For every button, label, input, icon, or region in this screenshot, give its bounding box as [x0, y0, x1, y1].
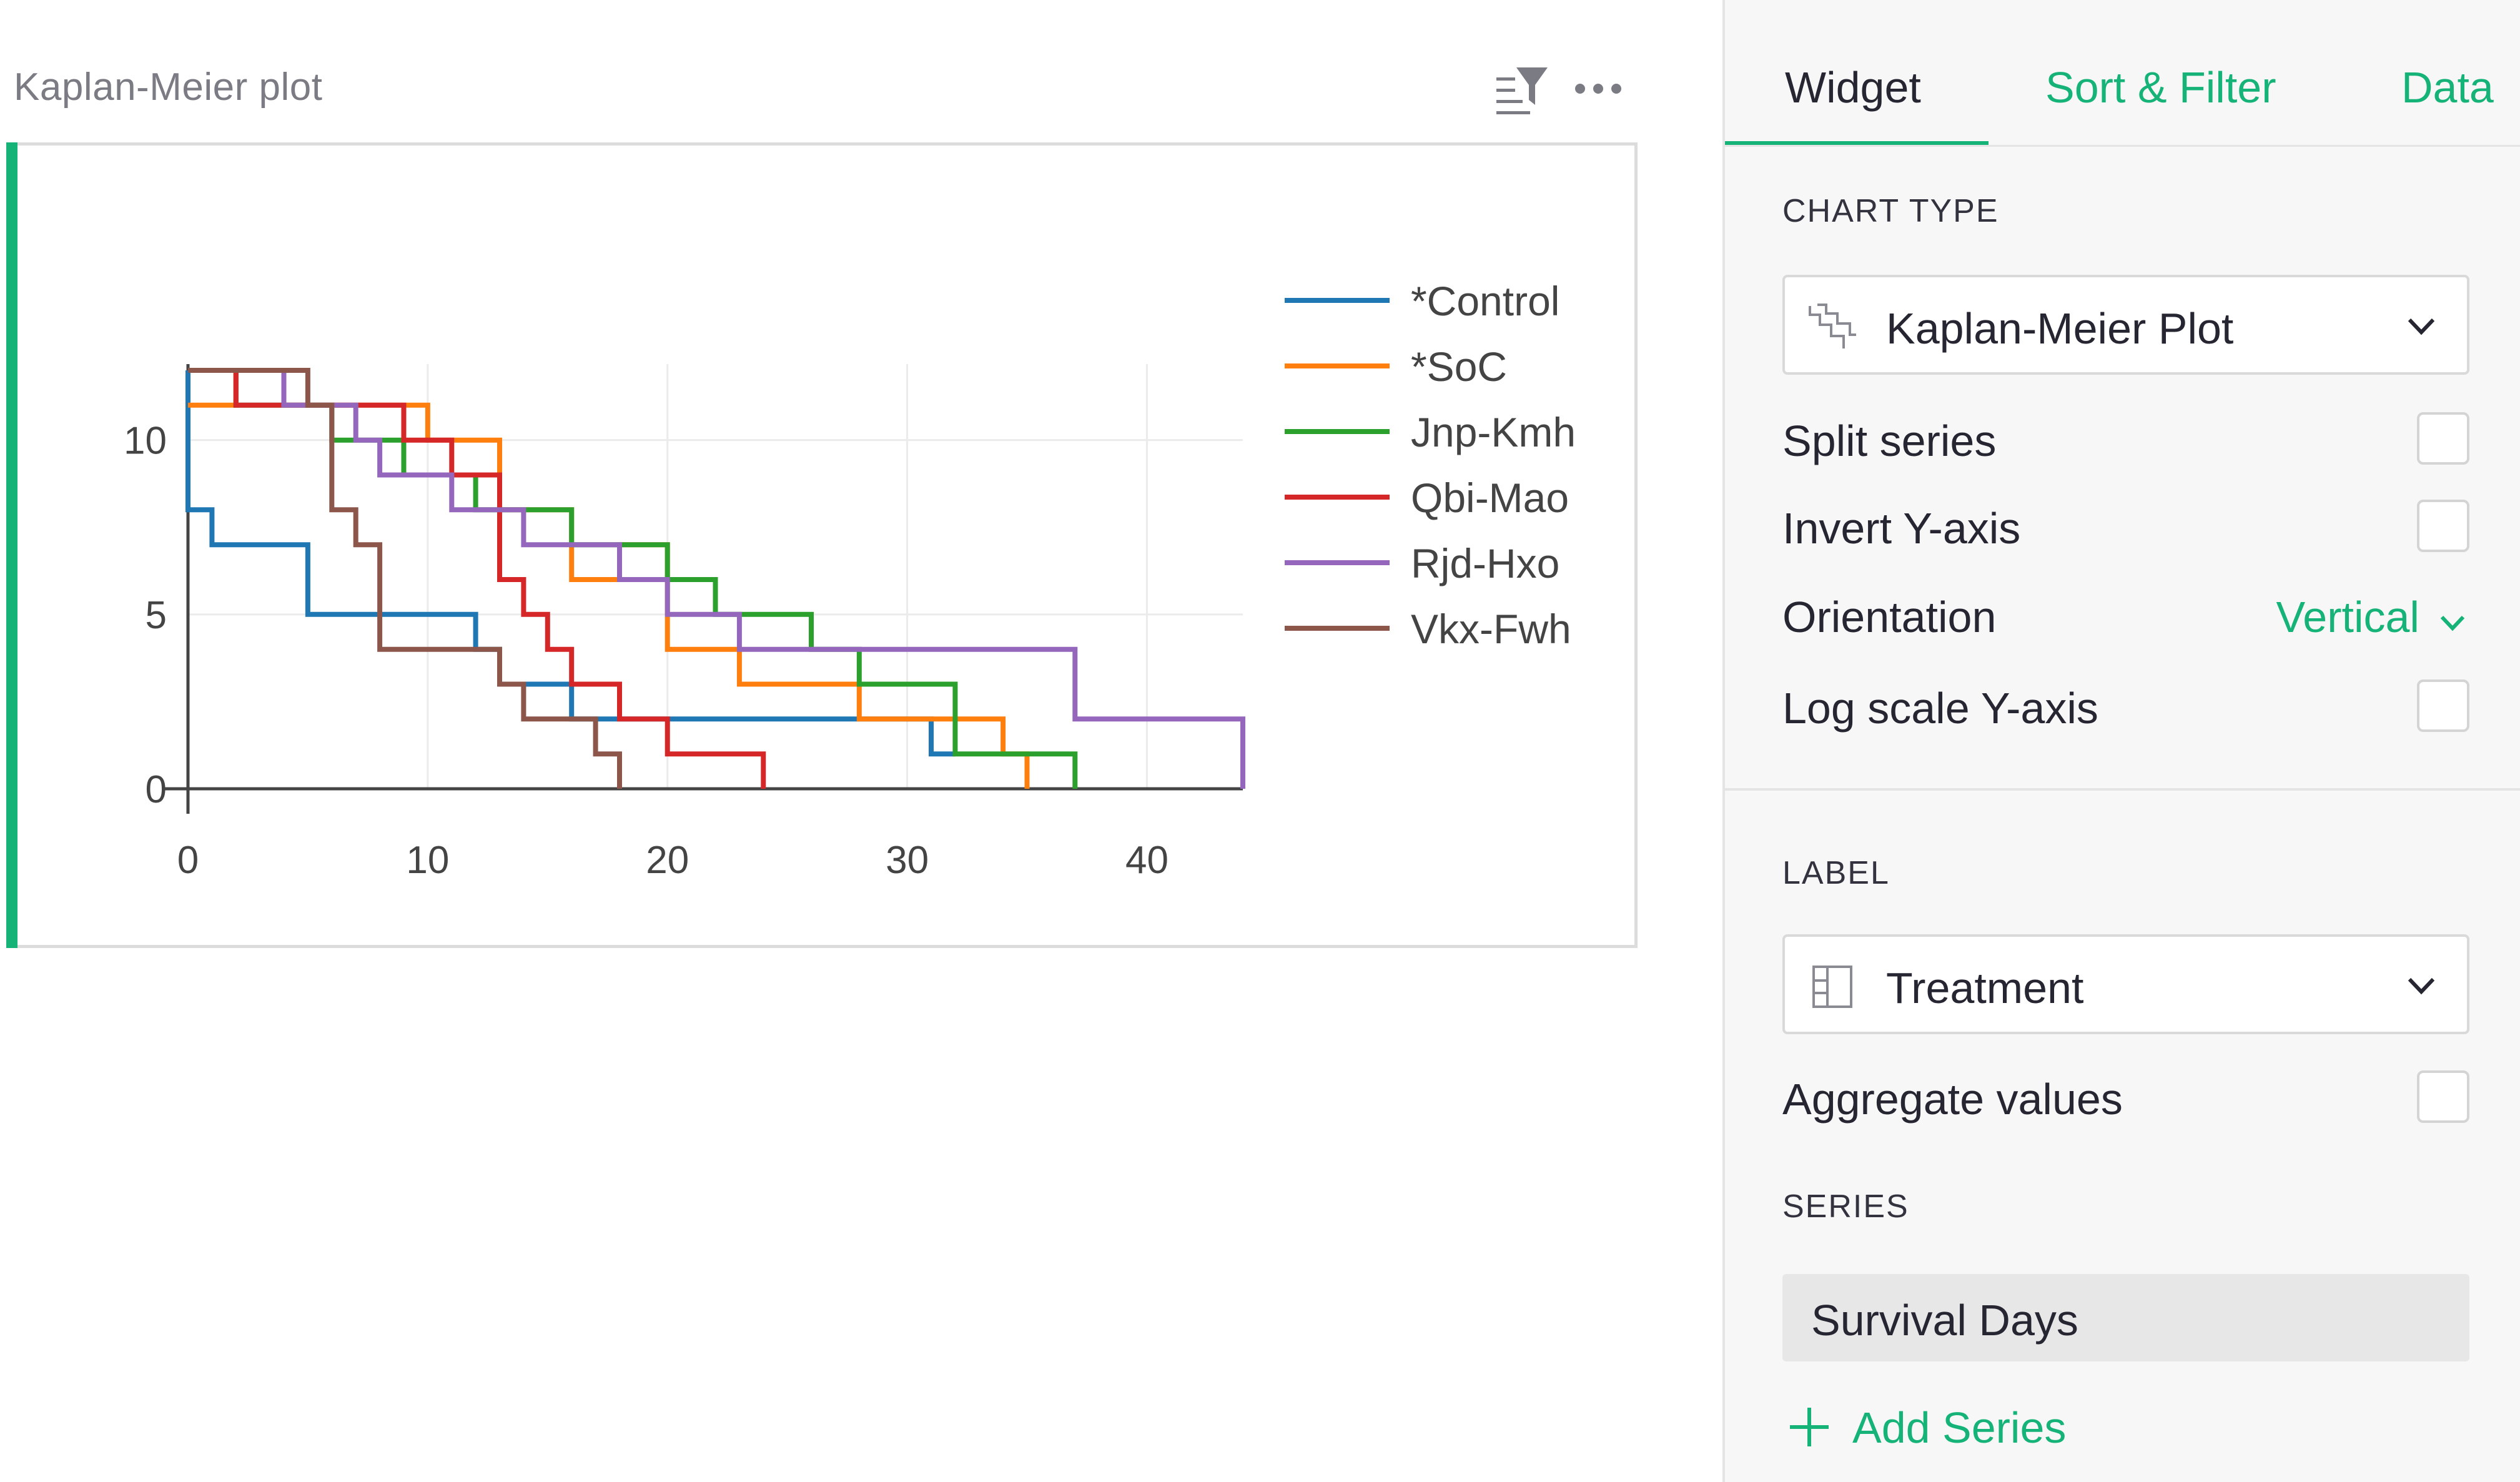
log-scale-checkbox[interactable] — [2417, 679, 2469, 732]
x-tick-label: 10 — [406, 839, 449, 882]
chart-type-select[interactable]: Kaplan-Meier Plot — [1782, 275, 2469, 375]
series-line-vkx-fwh — [188, 368, 622, 789]
orientation-label: Orientation — [1782, 593, 1997, 641]
chart-type-value: Kaplan-Meier Plot — [1886, 304, 2234, 353]
split-series-label: Split series — [1782, 417, 1997, 465]
orientation-row: Orientation Vertical — [1782, 583, 2469, 646]
x-tick-label: 20 — [646, 839, 689, 882]
aggregate-values-row: Aggregate values — [1782, 1065, 2469, 1128]
invert-y-checkbox[interactable] — [2417, 500, 2469, 552]
chevron-down-icon[interactable] — [2438, 612, 2467, 635]
y-tick-label: 0 — [146, 768, 167, 811]
x-tick-label: 0 — [177, 839, 199, 882]
aggregate-values-label: Aggregate values — [1782, 1075, 2123, 1124]
kaplan-meier-chart: 0 10 20 30 40 0 5 10 *Control *SoC Jnp-Kmh Qbi-Mao… — [124, 278, 1576, 882]
legend-label: Vkx-Fwh — [1411, 606, 1571, 652]
active-tab-indicator — [1725, 141, 1989, 145]
more-horizontal-icon[interactable] — [1570, 64, 1626, 114]
invert-y-label: Invert Y-axis — [1782, 504, 2021, 553]
chart-grid — [188, 364, 1243, 789]
legend-label: *Control — [1411, 278, 1559, 324]
chart-series — [185, 368, 1245, 789]
kaplan-meier-icon — [1809, 304, 1856, 348]
y-tick-label: 10 — [124, 420, 167, 463]
tab-widget[interactable]: Widget — [1785, 63, 1921, 112]
invert-y-row: Invert Y-axis — [1782, 495, 2469, 557]
legend-label: *SoC — [1411, 343, 1507, 390]
chevron-down-icon — [2408, 977, 2435, 995]
split-series-row: Split series — [1782, 407, 2469, 470]
series-line-rjd-hxo — [188, 368, 1245, 789]
orientation-select[interactable]: Vertical — [2276, 593, 2419, 641]
series-section-label: SERIES — [1782, 1188, 1909, 1225]
x-tick-label: 30 — [886, 839, 929, 882]
split-series-checkbox[interactable] — [2417, 412, 2469, 465]
active-widget-indicator — [6, 142, 17, 948]
chart-tick-labels: 0 10 20 30 40 0 5 10 — [124, 420, 1169, 882]
sort-filter-icon[interactable] — [1494, 61, 1550, 117]
legend-label: Jnp-Kmh — [1411, 409, 1576, 455]
series-line-soc — [188, 368, 1030, 789]
add-series-label: Add Series — [1852, 1403, 2067, 1452]
plus-icon — [1790, 1408, 1829, 1446]
series-line-qbi-mao — [188, 368, 766, 789]
chart-legend[interactable]: *Control *SoC Jnp-Kmh Qbi-Mao Rjd-Hxo Vkx-Fwh — [1285, 278, 1576, 652]
aggregate-values-checkbox[interactable] — [2417, 1070, 2469, 1123]
chart-axes — [163, 364, 1243, 814]
label-select[interactable]: Treatment — [1782, 934, 2469, 1034]
chart-type-section-label: CHART TYPE — [1782, 193, 1999, 229]
log-scale-row: Log scale Y-axis — [1782, 674, 2469, 737]
x-tick-label: 40 — [1125, 839, 1169, 882]
series-item[interactable]: Survival Days — [1782, 1274, 2469, 1361]
right-panel: Widget Sort & Filter Data CHART TYPE Kap… — [1722, 0, 2520, 1482]
panel-divider — [1725, 788, 2520, 791]
chart-container[interactable]: 0 10 20 30 40 0 5 10 *Control *SoC Jnp-Kmh Qbi-Mao… — [6, 142, 1638, 948]
log-scale-label: Log scale Y-axis — [1782, 684, 2098, 733]
legend-label: Qbi-Mao — [1411, 475, 1569, 521]
table-column-icon — [1812, 966, 1852, 1008]
y-tick-label: 5 — [146, 594, 167, 637]
tab-sort-filter[interactable]: Sort & Filter — [2045, 63, 2276, 112]
tabs-divider — [1725, 145, 2520, 147]
tab-data[interactable]: Data — [2401, 63, 2494, 112]
widget-header: Kaplan-Meier plot — [0, 50, 1699, 125]
legend-label: Rjd-Hxo — [1411, 540, 1559, 586]
chevron-down-icon — [2408, 318, 2435, 335]
series-item-label: Survival Days — [1811, 1296, 2078, 1345]
widget-title: Kaplan-Meier plot — [14, 66, 323, 109]
label-section-label: LABEL — [1782, 855, 1890, 891]
label-value: Treatment — [1886, 964, 2084, 1012]
